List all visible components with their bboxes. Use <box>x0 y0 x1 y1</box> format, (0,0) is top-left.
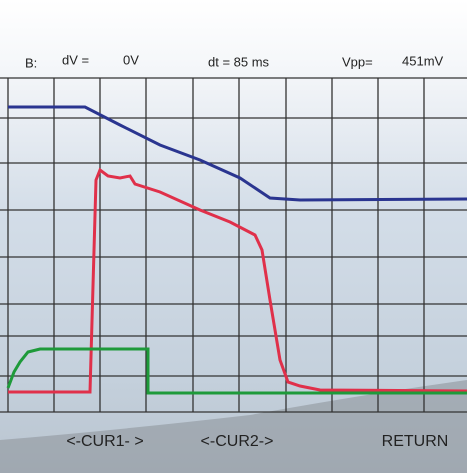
dv-value: 0V <box>123 52 139 67</box>
channel-label: B: <box>25 55 37 70</box>
cursor2-button[interactable]: <-CUR2-> <box>201 433 274 450</box>
return-button[interactable]: RETURN <box>382 433 449 450</box>
dv-label: dV = <box>62 52 89 67</box>
vpp-value: 451mV <box>402 53 444 68</box>
trace-red <box>8 167 467 394</box>
dt-readout: dt = 85 ms <box>208 54 270 69</box>
grid <box>0 77 467 413</box>
vpp-label: Vpp= <box>342 54 373 69</box>
cursor1-button[interactable]: <-CUR1- > <box>66 433 143 450</box>
trace-green <box>6 347 467 395</box>
background-hill <box>0 380 467 473</box>
trace-blue <box>8 105 467 202</box>
